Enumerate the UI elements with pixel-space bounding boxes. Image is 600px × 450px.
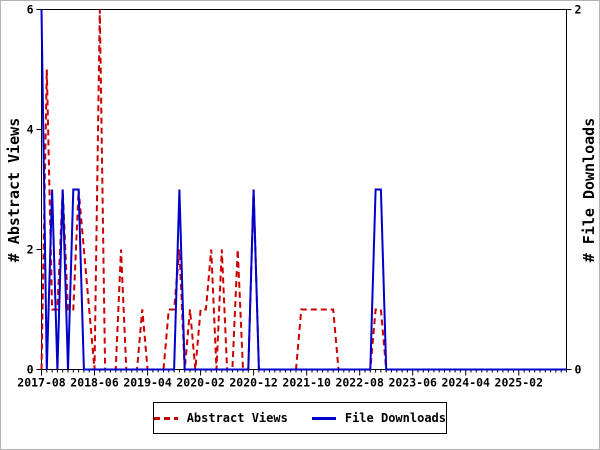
left-axis-title: # Abstract Views (5, 117, 23, 263)
file-downloads-legend-label: File Downloads (344, 411, 446, 425)
abstract-views-legend-line (154, 416, 178, 420)
y-left-tick-label: 6 (27, 3, 34, 17)
plot-frame (41, 9, 567, 370)
abstract-views-line (40, 9, 567, 371)
x-tick-label: 2023-06 (388, 376, 437, 390)
legend-box: Abstract Views File Downloads (153, 402, 447, 434)
y-right-tick-label: 0 (575, 363, 582, 377)
file-downloads-legend-line (312, 416, 336, 420)
x-tick-label: 2020-02 (176, 376, 224, 390)
y-left-tick-label: 2 (27, 243, 34, 257)
x-tick-label: 2017-08 (17, 376, 66, 390)
y-left-tick-label: 4 (27, 123, 34, 137)
x-tick-label: 2021-10 (282, 376, 331, 390)
abstract-views-legend-label: Abstract Views (186, 411, 288, 425)
file-downloads-line (40, 9, 567, 371)
x-tick-label: 2020-12 (229, 376, 277, 390)
y-left-tick-label: 0 (27, 363, 34, 377)
x-tick-label: 2025-02 (495, 376, 543, 390)
x-tick-label: 2022-08 (335, 376, 384, 390)
x-tick-label: 2024-04 (442, 376, 491, 390)
y-right-tick-label: 2 (575, 3, 582, 17)
x-tick-label: 2019-04 (123, 376, 172, 390)
x-tick-label: 2018-06 (70, 376, 119, 390)
right-axis-title: # File Downloads (580, 117, 598, 263)
